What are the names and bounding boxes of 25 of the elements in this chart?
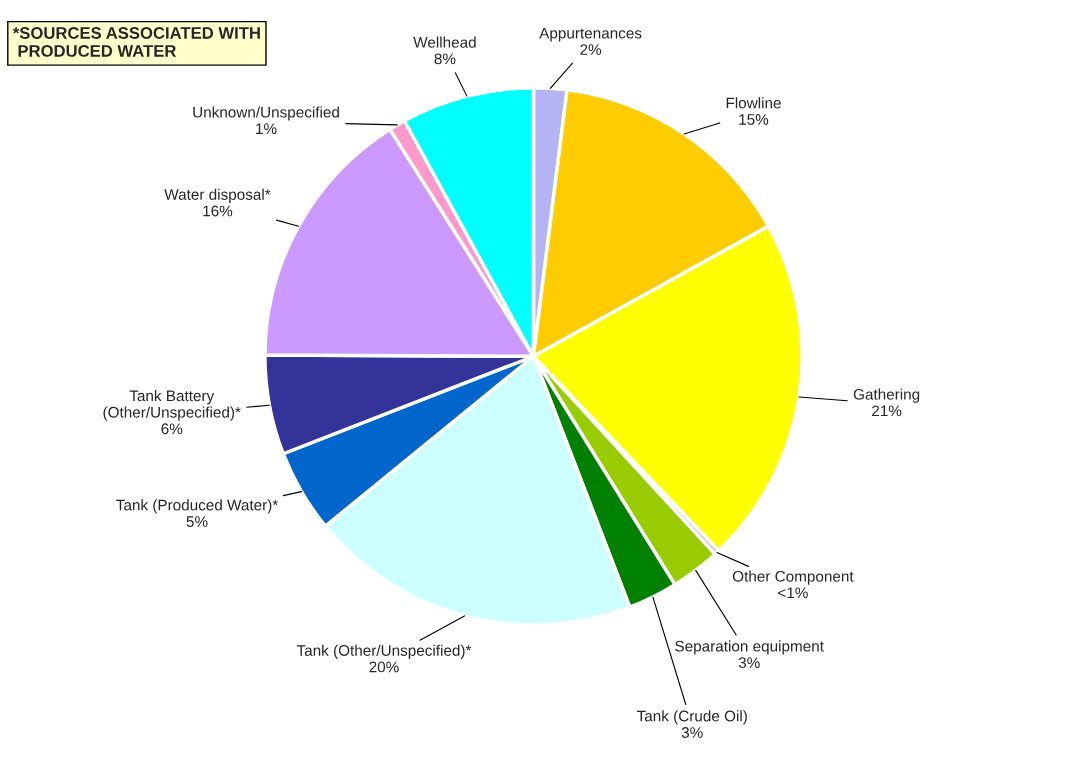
data-label: 5% <box>186 516 208 527</box>
slice-label: Other Component <box>732 570 854 585</box>
data-label: 6% <box>161 423 183 435</box>
slice-label: Water disposal* <box>164 188 271 203</box>
slice-label: Tank Battery (Other/Unspecified)* <box>103 390 241 421</box>
text: *SOURCES ASSOCIATED WITH PRODUCED WATER <box>12 27 260 57</box>
data-label: 1% <box>256 123 277 134</box>
data-label: 16% <box>203 205 233 217</box>
slice-label: Appurtenances <box>539 27 642 42</box>
data-label: <1% <box>778 587 808 599</box>
slice-label: Gathering <box>853 388 920 403</box>
data-label: 15% <box>739 114 769 125</box>
slice-label: Wellhead <box>413 36 476 48</box>
slice-label: Separation equipment <box>675 640 824 655</box>
slice-label: Unknown/Unspecified <box>193 106 339 121</box>
data-label: 8% <box>434 53 456 65</box>
slice-label: Tank (Other/Unspecified)* <box>296 644 472 659</box>
slice-label: Flowline <box>726 97 781 109</box>
slice-label: Tank (Crude Oil) <box>636 710 747 725</box>
data-label: 3% <box>738 657 760 669</box>
data-label: 2% <box>580 44 602 55</box>
data-label: 20% <box>369 661 399 673</box>
data-label: 3% <box>681 727 703 738</box>
slice-label: Tank (Produced Water)* <box>116 499 279 514</box>
data-label: 21% <box>872 405 902 417</box>
